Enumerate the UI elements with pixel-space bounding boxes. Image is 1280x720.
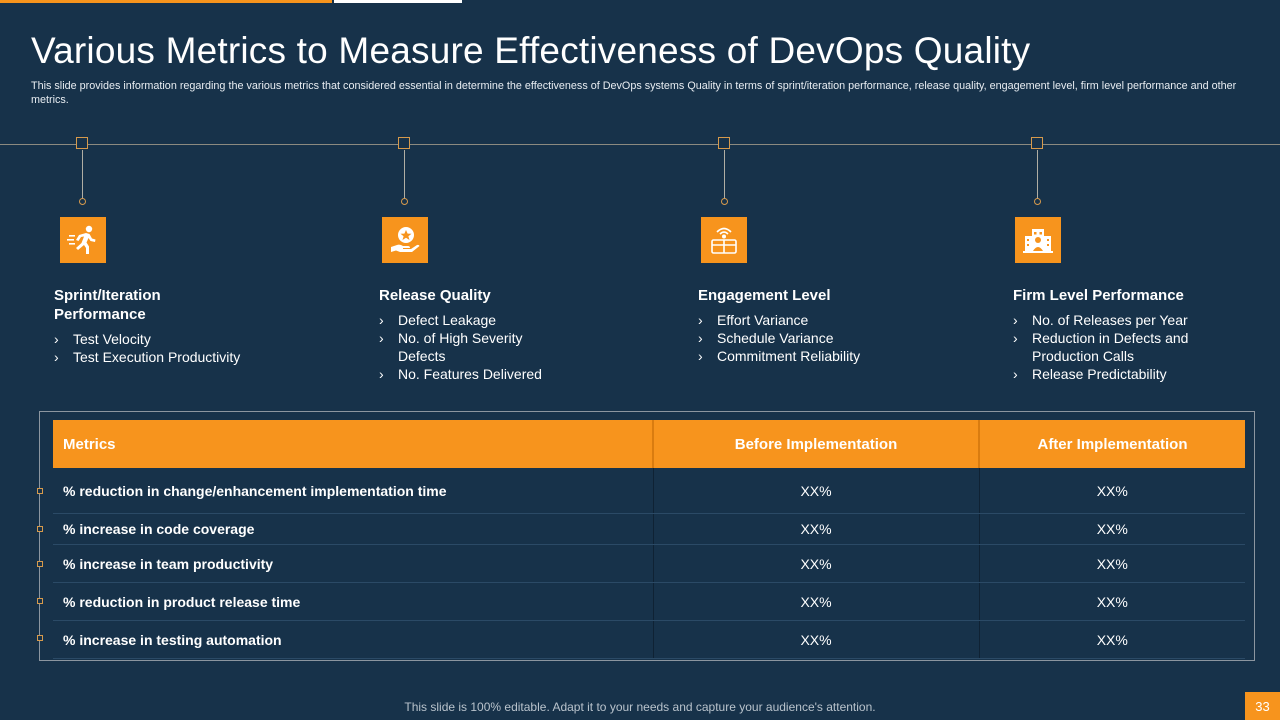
table-cell-after: XX% <box>979 514 1245 545</box>
timeline-node-3 <box>718 137 730 149</box>
list-item: Test Execution Productivity <box>54 348 284 366</box>
metrics-table: Metrics Before Implementation After Impl… <box>53 420 1245 659</box>
table-header-before: Before Implementation <box>653 420 979 468</box>
table-row: % increase in code coverage XX% XX% <box>53 514 1245 545</box>
column-list: No. of Releases per Year Reduction in De… <box>1013 311 1203 383</box>
table-cell-before: XX% <box>653 545 979 583</box>
table-row: % increase in team productivity XX% XX% <box>53 545 1245 583</box>
column-list: Defect Leakage No. of High Severity Defe… <box>379 311 554 383</box>
list-item: Defect Leakage <box>379 311 554 329</box>
table-cell-metric: % increase in testing automation <box>53 621 653 659</box>
table-header-row: Metrics Before Implementation After Impl… <box>53 420 1245 468</box>
list-item: Effort Variance <box>698 311 928 329</box>
column-engagement-level: Engagement Level Effort Variance Schedul… <box>698 286 928 365</box>
table-cell-after: XX% <box>979 468 1245 514</box>
list-item: No. of High Severity Defects <box>379 329 538 365</box>
row-marker <box>37 488 43 494</box>
list-item: No. Features Delivered <box>379 365 554 383</box>
timeline-dot-1 <box>79 198 86 205</box>
table-cell-after: XX% <box>979 621 1245 659</box>
list-item: No. of Releases per Year <box>1013 311 1203 329</box>
column-title: Sprint/Iteration Performance <box>54 286 204 324</box>
footer-note: This slide is 100% editable. Adapt it to… <box>0 700 1280 714</box>
page-title: Various Metrics to Measure Effectiveness… <box>31 30 1030 72</box>
building-people-icon <box>1015 217 1061 263</box>
table-cell-before: XX% <box>653 514 979 545</box>
hand-badge-icon <box>382 217 428 263</box>
table-row: % increase in testing automation XX% XX% <box>53 621 1245 659</box>
top-accent-orange-bar <box>0 0 332 3</box>
column-list: Effort Variance Schedule Variance Commit… <box>698 311 928 365</box>
column-release-quality: Release Quality Defect Leakage No. of Hi… <box>379 286 609 383</box>
table-cell-metric: % reduction in change/enhancement implem… <box>53 468 653 514</box>
running-person-icon <box>60 217 106 263</box>
table-row: % reduction in change/enhancement implem… <box>53 468 1245 514</box>
table-row: % reduction in product release time XX% … <box>53 583 1245 621</box>
list-item: Schedule Variance <box>698 329 928 347</box>
table-header-metrics: Metrics <box>53 420 653 468</box>
timeline-dot-3 <box>721 198 728 205</box>
row-marker <box>37 526 43 532</box>
timeline-node-1 <box>76 137 88 149</box>
timeline-node-2 <box>398 137 410 149</box>
timeline-dot-2 <box>401 198 408 205</box>
column-title: Firm Level Performance <box>1013 286 1243 305</box>
table-cell-metric: % increase in team productivity <box>53 545 653 583</box>
row-marker <box>37 561 43 567</box>
timeline-stem-1 <box>82 150 83 199</box>
row-marker <box>37 598 43 604</box>
timeline-dot-4 <box>1034 198 1041 205</box>
table-cell-before: XX% <box>653 583 979 621</box>
timeline-stem-3 <box>724 150 725 199</box>
timeline-node-4 <box>1031 137 1043 149</box>
page-number: 33 <box>1245 692 1280 720</box>
column-firm-level: Firm Level Performance No. of Releases p… <box>1013 286 1243 383</box>
column-sprint-iteration: Sprint/Iteration Performance Test Veloci… <box>54 286 284 366</box>
row-marker <box>37 635 43 641</box>
timeline-stem-2 <box>404 150 405 199</box>
list-item: Reduction in Defects and Production Call… <box>1013 329 1207 365</box>
table-cell-before: XX% <box>653 468 979 514</box>
column-title: Engagement Level <box>698 286 928 305</box>
timeline-line <box>0 144 1280 145</box>
table-header-after: After Implementation <box>979 420 1245 468</box>
column-title: Release Quality <box>379 286 609 305</box>
list-item: Release Predictability <box>1013 365 1203 383</box>
table-cell-before: XX% <box>653 621 979 659</box>
top-accent-white-bar <box>334 0 462 3</box>
table-cell-after: XX% <box>979 583 1245 621</box>
page-subtitle: This slide provides information regardin… <box>31 79 1256 107</box>
list-item: Test Velocity <box>54 330 284 348</box>
engagement-broadcast-icon <box>701 217 747 263</box>
table-cell-metric: % increase in code coverage <box>53 514 653 545</box>
table-cell-after: XX% <box>979 545 1245 583</box>
list-item: Commitment Reliability <box>698 347 928 365</box>
column-list: Test Velocity Test Execution Productivit… <box>54 330 284 366</box>
table-cell-metric: % reduction in product release time <box>53 583 653 621</box>
timeline-stem-4 <box>1037 150 1038 199</box>
